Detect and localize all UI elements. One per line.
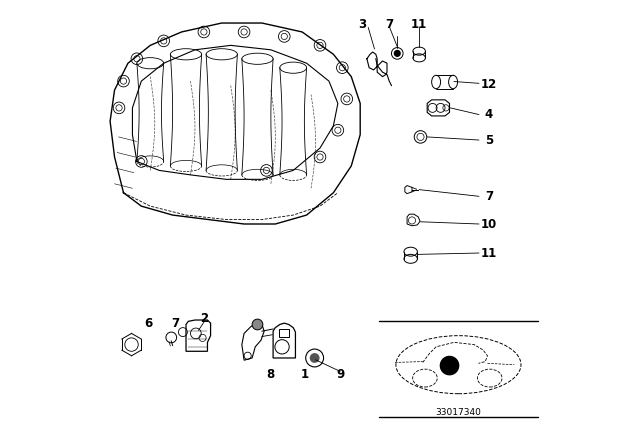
Text: 11: 11 (481, 246, 497, 259)
Text: 3: 3 (358, 18, 367, 31)
Text: 33017340: 33017340 (435, 408, 481, 417)
Text: 11: 11 (411, 18, 428, 31)
Text: 1: 1 (300, 368, 308, 381)
Circle shape (252, 319, 263, 330)
Text: 4: 4 (484, 108, 493, 121)
Text: 5: 5 (484, 134, 493, 146)
Bar (279, 328, 289, 336)
Circle shape (394, 50, 401, 57)
Text: 7: 7 (386, 18, 394, 31)
Text: 10: 10 (481, 217, 497, 231)
Text: 7: 7 (484, 190, 493, 203)
Text: 7: 7 (171, 317, 179, 330)
Circle shape (440, 356, 460, 375)
Text: 12: 12 (481, 78, 497, 91)
Text: 9: 9 (336, 368, 344, 381)
Text: 6: 6 (144, 317, 152, 330)
Text: 8: 8 (267, 368, 275, 381)
Text: 2: 2 (200, 312, 208, 325)
Circle shape (310, 353, 319, 363)
